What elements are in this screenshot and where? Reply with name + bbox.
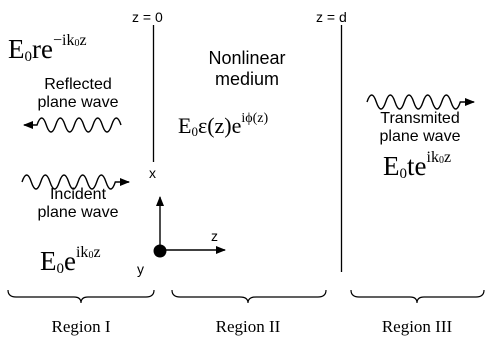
incident-wave-arrow [21,174,130,190]
eq-exponent-subscript: 0 [438,155,444,166]
transmitted-field-equation: E0teik0z [383,150,451,182]
region-3-label: Region III [381,317,453,336]
transmitted-wave-arrow [366,94,475,110]
nonlinear-medium-label: Nonlinear medium [172,48,322,90]
medium-field-equation: E0ε(z)eiϕ(z) [178,111,269,139]
eq-body: ε(z)e [197,113,242,138]
reflected-wave-caption: Reflected plane wave [20,76,136,112]
transmitted-caption-line-1: Transmited [380,110,460,127]
eq-subscript: 0 [24,49,33,65]
eq-subscript: 0 [191,124,198,139]
eq-exponent-tail: z [79,32,87,49]
eq-body: te [407,151,427,181]
eq-exponent-text: ik [426,149,439,166]
eq-exponent: iϕ(z) [241,111,269,126]
incident-field-equation: E0eik0z [40,245,101,277]
eq-base: E [383,151,400,181]
reflected-field-equation: E0re−ik0z [8,33,87,65]
medium-label-line-2: medium [214,69,280,89]
z-axis-label: z [211,228,218,244]
region-1-label: Region I [51,317,111,336]
incident-caption-line-1: Incident [49,186,107,203]
reflected-caption-line-2: plane wave [37,94,119,111]
reflected-caption-line-1: Reflected [44,76,112,93]
eq-base: E [40,246,57,276]
eq-subscript: 0 [56,261,65,277]
y-axis-dot [153,244,167,258]
eq-exponent-text: ik [75,244,89,261]
x-axis-label: x [149,165,156,181]
region-2-label: Region II [215,317,281,336]
eq-exponent-text: −ik [52,32,75,49]
incident-wave-caption: Incident plane wave [20,186,136,222]
eq-exponent-tail: z [443,149,452,166]
y-axis-label: y [137,261,144,277]
incident-caption-line-2: plane wave [37,204,119,221]
eq-exponent: ik0z [76,244,101,261]
eq-exponent-tail: z [93,244,101,261]
transmitted-caption-line-2: plane wave [379,128,461,145]
boundary-label-z0: z = 0 [132,9,163,25]
eq-subscript: 0 [399,166,408,182]
region-3-brace [350,289,485,304]
eq-body: re [32,34,53,64]
eq-exponent: −ik0z [53,32,87,49]
eq-base: E [178,113,192,138]
medium-label-line-1: Nonlinear [208,48,286,68]
boundary-label-zd: z = d [316,9,347,25]
eq-exponent: ik0z [427,149,452,166]
eq-exponent-subscript: 0 [74,38,80,49]
reflected-wave-arrow [23,117,122,133]
eq-exponent-subscript: 0 [88,250,94,261]
eq-body: e [64,246,76,276]
region-1-brace [7,289,155,304]
region-2-brace [171,289,327,304]
transmitted-wave-caption: Transmited plane wave [370,110,470,146]
eq-base: E [8,34,25,64]
